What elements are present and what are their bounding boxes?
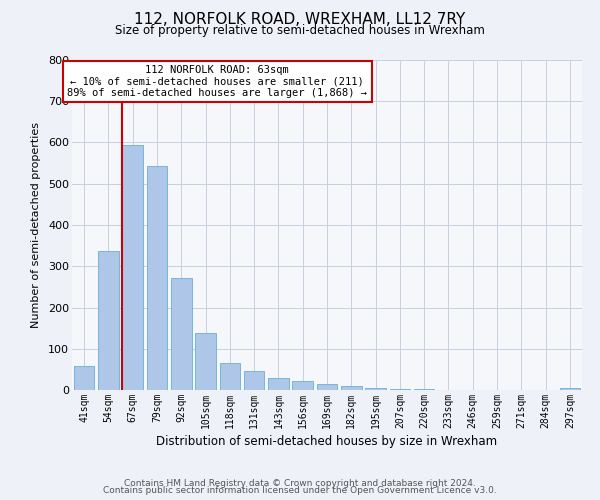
Bar xyxy=(244,371,265,390)
Bar xyxy=(341,386,362,390)
Text: Contains public sector information licensed under the Open Government Licence v3: Contains public sector information licen… xyxy=(103,486,497,495)
Bar xyxy=(122,145,143,390)
Bar xyxy=(292,382,313,390)
Bar xyxy=(195,334,216,390)
Bar xyxy=(146,166,167,390)
Bar xyxy=(74,366,94,390)
Bar xyxy=(171,278,191,390)
Y-axis label: Number of semi-detached properties: Number of semi-detached properties xyxy=(31,122,41,328)
Bar xyxy=(389,389,410,390)
Bar xyxy=(220,363,240,390)
Bar xyxy=(560,388,580,390)
Bar xyxy=(414,389,434,390)
Bar xyxy=(268,378,289,390)
Bar xyxy=(98,250,119,390)
Text: 112, NORFOLK ROAD, WREXHAM, LL12 7RY: 112, NORFOLK ROAD, WREXHAM, LL12 7RY xyxy=(134,12,466,28)
Bar xyxy=(317,384,337,390)
Text: Contains HM Land Registry data © Crown copyright and database right 2024.: Contains HM Land Registry data © Crown c… xyxy=(124,478,476,488)
Bar xyxy=(365,388,386,390)
Text: 112 NORFOLK ROAD: 63sqm
← 10% of semi-detached houses are smaller (211)
89% of s: 112 NORFOLK ROAD: 63sqm ← 10% of semi-de… xyxy=(67,65,367,98)
Text: Size of property relative to semi-detached houses in Wrexham: Size of property relative to semi-detach… xyxy=(115,24,485,37)
X-axis label: Distribution of semi-detached houses by size in Wrexham: Distribution of semi-detached houses by … xyxy=(157,435,497,448)
